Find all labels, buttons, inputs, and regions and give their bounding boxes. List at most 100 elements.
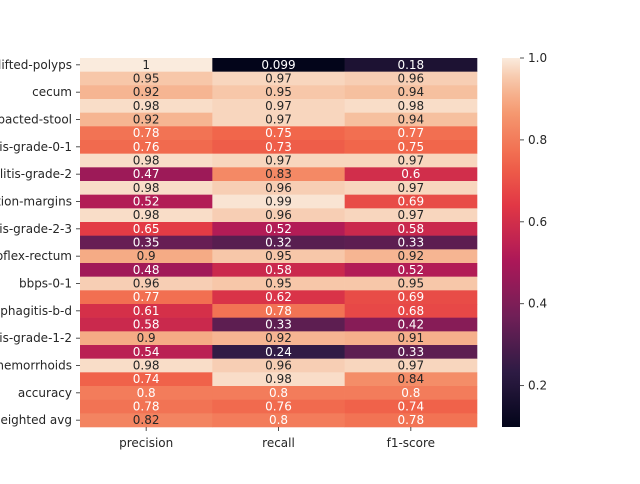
heatmap-cell xyxy=(212,140,345,154)
heatmap-cell xyxy=(80,276,213,291)
heatmap-cell xyxy=(212,194,345,209)
cell-value-label: 0.96 xyxy=(265,181,292,195)
cell-value-label: 0.82 xyxy=(133,413,160,427)
cell-value-label: 0.78 xyxy=(133,126,160,140)
heatmap-cell xyxy=(344,358,478,373)
cell-value-label: 0.83 xyxy=(265,167,292,181)
cell-value-label: 0.98 xyxy=(133,99,160,113)
cell-value-label: 0.97 xyxy=(397,181,424,195)
heatmap-cell xyxy=(212,372,345,387)
colorbar-gradient xyxy=(502,58,520,427)
heatmap-cell xyxy=(212,317,345,332)
cell-value-label: 0.98 xyxy=(265,372,292,386)
heatmap-cell xyxy=(212,167,345,182)
heatmap-cell xyxy=(80,249,213,264)
heatmap-cell xyxy=(212,413,345,428)
heatmap-cell xyxy=(344,413,478,428)
heatmap-cell xyxy=(212,249,345,264)
cell-value-label: 0.95 xyxy=(133,72,160,86)
cell-value-label: 0.97 xyxy=(265,154,292,168)
heatmap-cell xyxy=(80,358,213,373)
cell-value-label: 0.47 xyxy=(133,167,160,181)
heatmap-cell xyxy=(80,263,213,277)
heatmap-cell xyxy=(212,276,345,291)
heatmap-cell xyxy=(344,58,478,72)
y-tick-label: hemorrhoids xyxy=(0,359,72,373)
y-tick-label: ulcerative-colitis-grade-2-3 xyxy=(0,222,72,236)
cell-value-label: 0.69 xyxy=(397,195,424,209)
cell-value-label: 0.96 xyxy=(265,208,292,222)
cell-value-label: 0.97 xyxy=(397,208,424,222)
heatmap-cell xyxy=(344,140,478,154)
y-tick-label: retroflex-rectum xyxy=(0,249,72,263)
heatmap-cell xyxy=(212,112,345,127)
cell-value-label: 0.97 xyxy=(265,72,292,86)
cell-value-label: 0.84 xyxy=(397,372,424,386)
heatmap-cell xyxy=(80,317,213,332)
cell-value-label: 0.97 xyxy=(265,113,292,127)
cell-value-label: 0.97 xyxy=(397,359,424,373)
cell-value-label: 0.52 xyxy=(397,263,424,277)
cell-value-label: 0.92 xyxy=(265,331,292,345)
colorbar-tick-label: 1.0 xyxy=(528,51,547,65)
cell-value-label: 0.9 xyxy=(137,249,156,263)
cell-value-label: 0.96 xyxy=(265,359,292,373)
cell-value-label: 0.58 xyxy=(397,222,424,236)
cell-value-label: 0.61 xyxy=(133,304,160,318)
cell-value-label: 0.69 xyxy=(397,290,424,304)
x-tick-label: f1-score xyxy=(387,436,435,450)
cell-value-label: 1 xyxy=(142,58,150,72)
cell-value-label: 0.76 xyxy=(265,400,292,414)
cell-value-label: 0.32 xyxy=(265,236,292,250)
cell-value-label: 0.9 xyxy=(137,331,156,345)
heatmap-cell xyxy=(344,181,478,195)
heatmap-cell xyxy=(344,112,478,127)
cell-value-label: 0.94 xyxy=(397,85,424,99)
cell-value-label: 0.24 xyxy=(265,345,292,359)
cell-value-label: 0.8 xyxy=(401,386,420,400)
cell-value-label: 0.8 xyxy=(269,386,288,400)
cell-value-label: 0.74 xyxy=(133,372,160,386)
heatmap-cell xyxy=(80,235,213,250)
x-tick-label: recall xyxy=(262,436,295,450)
heatmap-cell xyxy=(344,71,478,86)
heatmap-cell xyxy=(344,263,478,277)
heatmap-cell xyxy=(80,345,213,359)
heatmap-cell xyxy=(212,181,345,195)
cell-value-label: 0.98 xyxy=(133,208,160,222)
cell-value-label: 0.77 xyxy=(133,290,160,304)
heatmap-cell xyxy=(80,372,213,387)
cell-value-label: 0.98 xyxy=(133,154,160,168)
cell-value-label: 0.6 xyxy=(401,167,420,181)
heatmap-cell xyxy=(212,304,345,318)
cell-value-label: 0.8 xyxy=(269,413,288,427)
heatmap-cell xyxy=(80,85,213,100)
heatmap-cell xyxy=(212,222,345,236)
cell-value-label: 0.18 xyxy=(397,58,424,72)
cell-value-label: 0.77 xyxy=(397,126,424,140)
heatmap-cell xyxy=(212,58,345,72)
cell-value-label: 0.62 xyxy=(265,290,292,304)
cell-value-label: 0.99 xyxy=(265,195,292,209)
y-tick-label: impacted-stool xyxy=(0,113,72,127)
heatmap-cell xyxy=(344,85,478,100)
cell-value-label: 0.76 xyxy=(133,140,160,154)
cell-value-label: 0.68 xyxy=(397,304,424,318)
heatmap-cell xyxy=(212,263,345,277)
cell-value-label: 0.78 xyxy=(265,304,292,318)
heatmap-cell xyxy=(344,208,478,223)
cell-value-label: 0.95 xyxy=(265,249,292,263)
cell-value-label: 0.94 xyxy=(397,113,424,127)
heatmap-cell xyxy=(80,71,213,86)
cell-value-label: 0.92 xyxy=(133,85,160,99)
cell-value-label: 0.96 xyxy=(397,72,424,86)
heatmap-cell xyxy=(80,194,213,209)
heatmap-cell xyxy=(344,235,478,250)
heatmap-cell xyxy=(212,386,345,400)
heatmap-cell xyxy=(344,194,478,209)
heatmap-cell xyxy=(344,99,478,113)
cell-value-label: 0.65 xyxy=(133,222,160,236)
heatmap-cell xyxy=(344,167,478,182)
heatmap-cell xyxy=(344,126,478,141)
cell-value-label: 0.52 xyxy=(133,195,160,209)
